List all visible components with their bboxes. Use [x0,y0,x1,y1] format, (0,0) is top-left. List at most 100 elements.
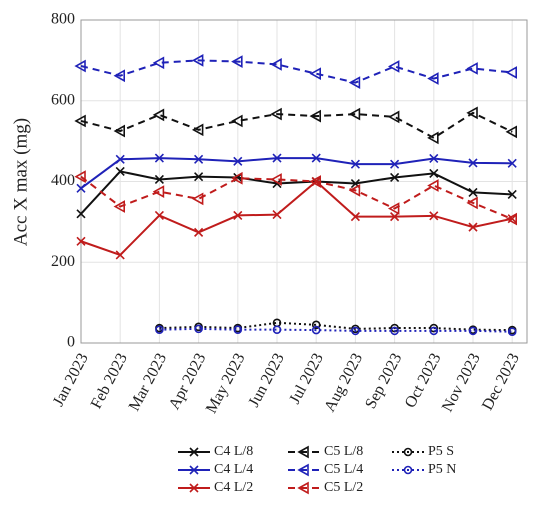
x-tick-label: Oct 2023 [402,351,445,411]
marker [155,325,164,334]
series-line [80,157,513,190]
legend-label: P5 N [428,462,456,477]
legend-item: C5 L/8 [288,444,363,459]
legend-item: C4 L/2 [178,480,253,495]
legend-label: C5 L/8 [324,444,363,459]
x-tick-label: Jan 2023 [50,351,92,410]
marker [191,54,204,67]
marker [297,481,309,495]
marker [429,153,439,164]
marker [152,185,165,198]
marker [468,222,478,232]
y-tick-label: 800 [51,11,75,28]
marker [468,187,478,197]
marker [505,212,517,226]
marker [466,106,478,120]
marker [152,108,165,122]
y-tick-label: 400 [51,172,75,189]
x-tick-label: Aug 2023 [321,351,366,415]
marker [191,192,204,206]
marker [309,175,321,188]
marker [76,209,86,219]
marker [429,168,439,178]
legend-label: C4 L/2 [214,480,253,495]
series-line [159,327,513,333]
marker [505,66,517,79]
marker [194,172,204,182]
marker [390,212,400,222]
marker [189,447,199,457]
y-tick-label: 0 [67,334,75,351]
marker [270,173,282,186]
series [74,54,517,89]
marker [390,159,400,169]
legend-item: P5 S [392,444,454,459]
marker [390,326,399,336]
legend-item: C4 L/4 [178,462,253,477]
marker [272,325,282,334]
marker [390,172,400,183]
marker [189,465,199,475]
marker [231,55,243,68]
marker [507,158,517,168]
marker [351,326,360,336]
marker [468,326,478,336]
marker [403,447,413,457]
x-tick-label: Jun 2023 [245,351,287,410]
series-line [80,175,513,220]
marker [387,110,400,124]
legend-item: C4 L/8 [178,444,253,459]
series [76,176,517,260]
y-tick-label: 600 [51,91,75,108]
marker [387,202,400,215]
x-tick-label: Nov 2023 [439,351,484,415]
marker [427,72,439,85]
marker [152,56,165,70]
legend-label: C5 L/4 [324,462,363,477]
marker [115,166,125,176]
legend-item: C5 L/4 [288,462,363,477]
marker [194,227,204,237]
series [74,170,517,226]
legend-item: C5 L/2 [288,480,363,495]
series [76,166,517,219]
marker [387,60,400,73]
marker [154,153,164,163]
x-tick-label: Jul 2023 [286,351,327,407]
x-tick-label: Apr 2023 [166,351,210,413]
marker [505,125,517,139]
series-line [80,170,513,215]
marker [297,463,309,477]
x-tick-label: Mar 2023 [126,351,170,414]
marker [231,171,243,185]
marker [233,156,243,166]
marker [348,184,361,197]
marker [231,114,243,128]
marker [350,159,360,169]
marker [270,107,282,121]
marker [468,158,478,168]
legend-label: C5 L/2 [324,480,363,495]
marker [309,109,321,123]
series-line [159,321,513,332]
marker [115,154,125,164]
series [74,106,517,145]
series-line [80,180,513,257]
marker [311,320,321,330]
marker [309,67,321,81]
legend-label: C4 L/8 [214,444,253,459]
legend-label: P5 S [428,444,454,459]
series [76,153,517,193]
marker [194,324,203,334]
marker [429,323,439,333]
marker [507,214,517,224]
marker [297,445,309,459]
marker [233,325,243,334]
series [155,324,517,336]
marker [427,179,439,192]
marker [348,76,361,89]
x-tick-label: May 2023 [203,351,249,417]
marker [272,210,282,220]
marker [76,183,86,193]
